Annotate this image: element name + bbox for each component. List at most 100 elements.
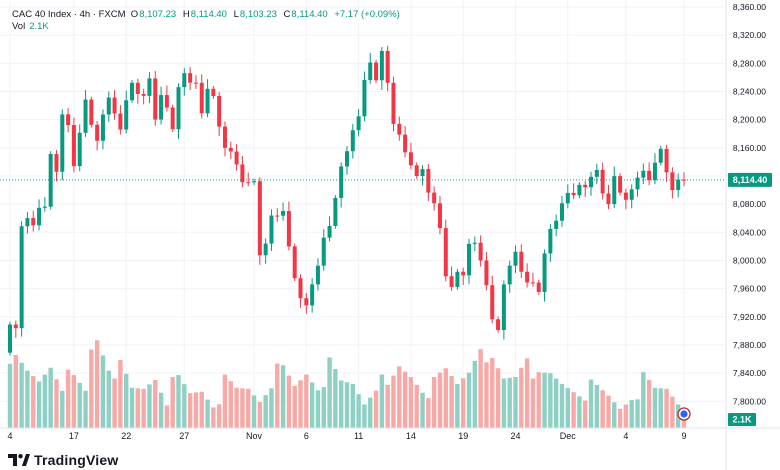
candle xyxy=(408,142,413,170)
candle xyxy=(525,263,530,288)
y-axis[interactable]: 8,360.00 8,320.00 8,280.00 8,240.00 8,200.00… xyxy=(725,0,766,470)
volume-bar xyxy=(141,388,146,428)
x-tick-label: 27 xyxy=(179,431,189,441)
volume-bar xyxy=(362,404,367,428)
candle xyxy=(176,83,181,139)
candle xyxy=(95,120,100,151)
volume-bar xyxy=(443,368,448,428)
y-tick-label: 8,360.00 xyxy=(733,2,766,12)
volume-bar xyxy=(54,379,59,428)
volume-bar xyxy=(379,374,385,428)
volume-bar xyxy=(321,387,326,428)
volume-bar xyxy=(124,373,129,428)
candle xyxy=(513,245,518,273)
x-tick-label: 19 xyxy=(458,431,468,441)
volume-bar xyxy=(176,375,181,428)
volume-bar xyxy=(646,379,652,428)
candle xyxy=(374,59,379,84)
open-label: O xyxy=(130,9,139,20)
volume-bar xyxy=(164,405,170,428)
candle xyxy=(542,249,547,302)
volume-bar xyxy=(594,384,600,428)
volume-bar xyxy=(391,375,396,428)
last-price-badge xyxy=(728,172,772,187)
volume-bar xyxy=(652,387,658,428)
volume-bar xyxy=(112,378,117,428)
candle xyxy=(124,90,129,134)
y-tick-label: 8,160.00 xyxy=(733,143,766,153)
y-tick-label: 8,080.00 xyxy=(733,199,766,209)
close-label: C xyxy=(283,9,291,20)
x-tick-label: 11 xyxy=(354,431,363,441)
y-tick-label: 7,840.00 xyxy=(733,368,766,378)
volume-bar xyxy=(368,397,373,428)
volume-bar xyxy=(77,382,82,428)
candle xyxy=(193,75,198,89)
y-tick-label: 8,280.00 xyxy=(733,58,766,68)
volume-bar xyxy=(495,368,501,428)
candle xyxy=(676,173,681,198)
candle xyxy=(310,278,315,313)
candle xyxy=(368,52,373,84)
volume-label[interactable]: Vol xyxy=(12,21,26,32)
candle xyxy=(670,167,675,199)
candle xyxy=(652,153,657,185)
candle xyxy=(263,238,268,264)
candle xyxy=(100,109,105,150)
candle xyxy=(414,162,419,179)
candle xyxy=(25,211,30,234)
candle xyxy=(37,199,42,231)
candle xyxy=(315,258,320,291)
candle xyxy=(164,85,169,112)
candle xyxy=(391,76,396,132)
last-volume-badge xyxy=(728,413,756,426)
volume-bar xyxy=(94,340,100,428)
tradingview-logo[interactable]: TradingView xyxy=(8,452,118,468)
candle xyxy=(118,105,123,135)
candle xyxy=(559,195,564,227)
volume-legend: Vol 2.1K xyxy=(12,21,49,32)
candle xyxy=(403,126,408,158)
candle xyxy=(112,90,117,120)
volume-bar xyxy=(187,393,193,428)
candle xyxy=(48,151,53,210)
volume-bar xyxy=(461,378,466,428)
candle xyxy=(385,45,390,92)
candle xyxy=(147,72,152,104)
x-tick-label: 24 xyxy=(510,431,520,441)
candle xyxy=(298,274,303,308)
candle xyxy=(286,201,291,251)
volume-bar xyxy=(71,375,77,428)
candle xyxy=(345,146,349,175)
volume-bar xyxy=(298,380,303,428)
volume-bar xyxy=(234,387,239,428)
x-tick-label: Nov xyxy=(246,431,263,441)
candle xyxy=(106,91,111,122)
volume-bar xyxy=(228,381,233,428)
symbol-title[interactable]: CAC 40 Index · 4h · FXCM xyxy=(12,9,126,20)
volume-bar xyxy=(507,377,512,428)
candle xyxy=(217,92,222,137)
candle xyxy=(554,214,559,237)
candle xyxy=(246,172,251,187)
volume-bar xyxy=(147,384,152,428)
x-tick-label: 6 xyxy=(304,431,309,441)
candle xyxy=(281,202,286,221)
volume-bar xyxy=(414,384,419,428)
volume-bar xyxy=(211,407,216,428)
candle xyxy=(565,184,570,209)
x-tick-label: 22 xyxy=(121,431,131,441)
volume-bar xyxy=(431,377,437,428)
volume-bar xyxy=(681,415,687,428)
x-axis[interactable]: 4 17 22 27 Nov 6 11 14 19 24 Dec 4 9 xyxy=(0,427,780,441)
volume-bar xyxy=(606,395,611,428)
volume-bar xyxy=(501,378,507,428)
candle xyxy=(397,116,402,141)
candle xyxy=(571,183,576,200)
volume-bar xyxy=(170,377,175,428)
candle xyxy=(623,188,628,210)
volume-bar xyxy=(153,379,158,428)
x-tick-label: 17 xyxy=(69,431,79,441)
candle xyxy=(13,320,18,338)
